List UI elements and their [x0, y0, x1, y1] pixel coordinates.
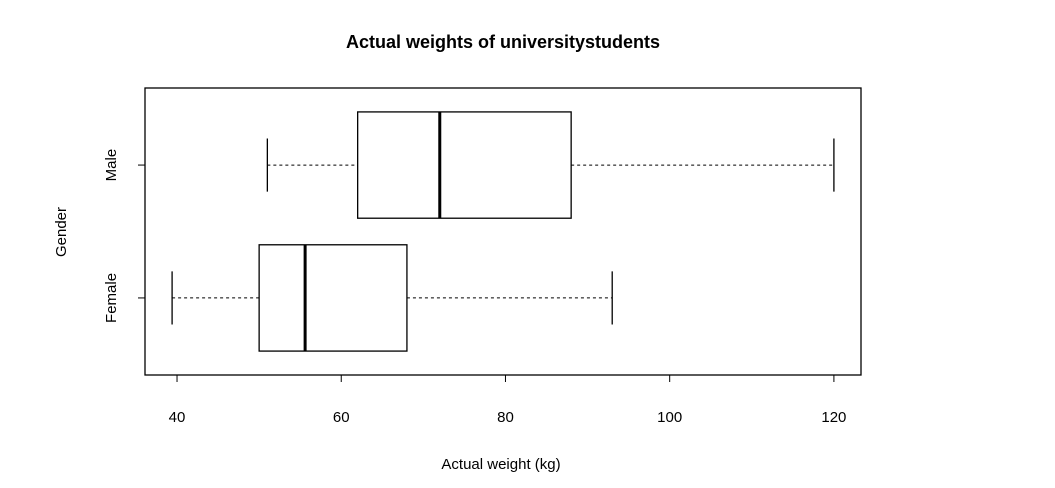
x-axis-label: Actual weight (kg) [441, 456, 560, 473]
x-tick-label: 100 [657, 409, 682, 426]
x-tick-label: 60 [333, 409, 350, 426]
plot-frame [144, 87, 862, 376]
x-tick-label: 120 [821, 409, 846, 426]
x-tick-label: 40 [169, 409, 186, 426]
y-tick-label: Male [103, 149, 120, 182]
y-tick-label: Female [103, 273, 120, 323]
chart-title: Actual weights of universitystudents [346, 32, 660, 52]
y-axis-label: Gender [53, 207, 70, 257]
box [258, 244, 408, 352]
box [357, 111, 572, 219]
x-tick-label: 80 [497, 409, 514, 426]
